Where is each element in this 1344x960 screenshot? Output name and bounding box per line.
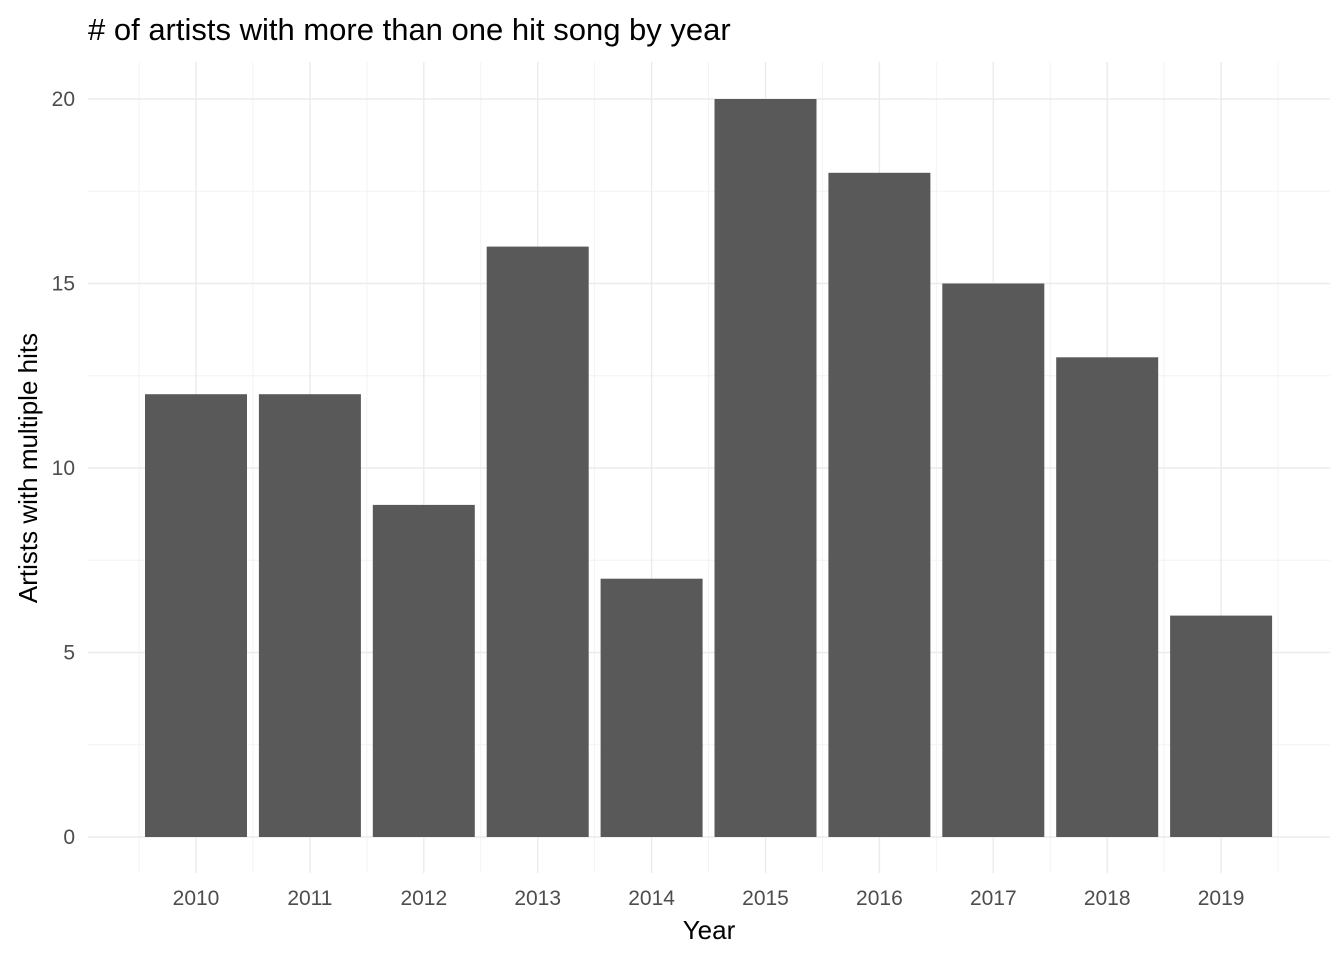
bar-2019	[1170, 615, 1273, 837]
x-tick-label: 2011	[287, 887, 332, 910]
y-tick-label: 15	[52, 273, 75, 296]
x-tick-label: 2018	[1084, 887, 1131, 910]
bars	[145, 99, 1273, 838]
bar-2011	[258, 394, 361, 837]
x-axis-tick-labels: 2010 2011 2012 2013 2014 2015 2016 2017 2018 2019	[173, 887, 1245, 910]
x-tick-label: 2013	[514, 887, 561, 910]
x-tick-label: 2010	[173, 887, 220, 910]
bar-2013	[486, 246, 589, 838]
x-tick-label: 2019	[1198, 887, 1245, 910]
chart-title: # of artists with more than one hit song…	[88, 12, 731, 47]
y-tick-label: 5	[63, 642, 75, 665]
bar-2014	[600, 578, 703, 837]
bar-2010	[145, 394, 247, 837]
bar-2016	[828, 172, 931, 838]
y-tick-label: 0	[63, 826, 75, 849]
y-tick-label: 10	[52, 457, 75, 480]
x-tick-label: 2015	[742, 887, 789, 910]
x-tick-label: 2014	[628, 887, 675, 910]
x-axis-title: Year	[683, 915, 736, 945]
y-axis-tick-labels: 0 5 10 15 20	[52, 88, 75, 849]
y-axis-title: Artists with multiple hits	[13, 333, 43, 603]
bar-2018	[1056, 357, 1159, 837]
bar-2012	[372, 504, 475, 837]
x-tick-label: 2012	[400, 887, 447, 910]
bar-2017	[942, 283, 1045, 837]
y-tick-label: 20	[52, 88, 75, 111]
x-tick-label: 2016	[856, 887, 903, 910]
x-tick-label: 2017	[970, 887, 1017, 910]
bar-2015	[714, 99, 817, 837]
